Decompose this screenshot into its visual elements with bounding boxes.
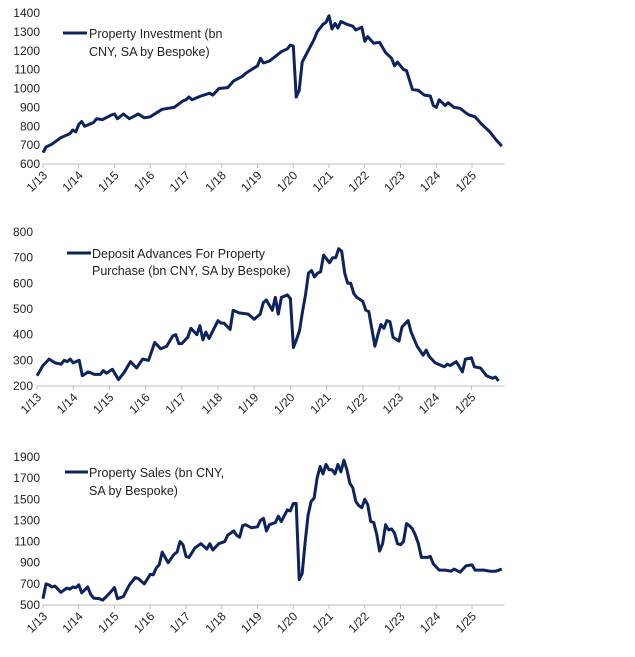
x-tick-label: 1/17 <box>167 609 194 636</box>
x-tick-label: 1/20 <box>271 390 298 417</box>
y-tick-label: 800 <box>20 119 40 133</box>
x-tick-label: 1/25 <box>453 609 480 636</box>
y-tick-label: 1100 <box>14 63 40 77</box>
legend-label: Deposit Advances For Property <box>92 247 266 261</box>
x-tick-label: 1/13 <box>24 168 51 195</box>
y-tick-label: 500 <box>13 302 33 316</box>
x-tick-label: 1/22 <box>345 609 372 636</box>
series-line <box>41 14 503 154</box>
legend-label: SA by Bespoke) <box>89 484 178 498</box>
x-tick-label: 1/19 <box>238 609 265 636</box>
x-tick-label: 1/14 <box>54 390 81 417</box>
x-tick-label: 1/24 <box>416 390 443 417</box>
x-tick-label: 1/22 <box>344 390 371 417</box>
y-tick-label: 1500 <box>13 492 40 506</box>
y-tick-label: 1300 <box>13 513 40 527</box>
y-tick-label: 600 <box>13 276 33 290</box>
y-tick-label: 600 <box>20 157 40 171</box>
x-tick-label: 1/24 <box>417 168 444 195</box>
x-tick-label: 1/13 <box>18 390 45 417</box>
x-tick-label: 1/23 <box>380 390 407 417</box>
y-tick-label: 400 <box>13 328 33 342</box>
legend-label: Property Sales (bn CNY, <box>89 466 224 480</box>
legend-label: Purchase (bn CNY, SA by Bespoke) <box>92 264 291 278</box>
legend-label: Property Investment (bn <box>89 27 222 41</box>
legend: Deposit Advances For Property Purchase (b… <box>67 247 291 278</box>
y-tick-label: 800 <box>13 225 33 239</box>
x-tick-label: 1/16 <box>131 609 158 636</box>
x-tick-label: 1/17 <box>163 390 190 417</box>
x-tick-label: 1/18 <box>199 390 226 417</box>
x-tick-label: 1/16 <box>126 390 153 417</box>
x-tick-label: 1/24 <box>417 609 444 636</box>
y-tick-label: 1200 <box>13 44 40 58</box>
series-line <box>41 458 503 602</box>
x-tick-label: 1/14 <box>59 168 86 195</box>
series-line <box>35 247 500 382</box>
x-tick-label: 1/15 <box>95 168 122 195</box>
x-tick-label: 1/20 <box>274 168 301 195</box>
x-tick-label: 1/25 <box>453 168 480 195</box>
x-tick-label: 1/25 <box>452 390 479 417</box>
x-tick-label: 1/18 <box>202 609 229 636</box>
y-tick-label: 300 <box>13 353 33 367</box>
y-tick-label: 1000 <box>13 82 40 96</box>
x-tick-label: 1/23 <box>381 168 408 195</box>
x-tick-label: 1/13 <box>24 609 51 636</box>
x-tick-label: 1/21 <box>310 609 337 636</box>
chart-panel-1: 600 700 800 900 1000 1100 1200 1300 1400 1/13 1/14… <box>13 6 505 195</box>
y-tick-label: 900 <box>20 556 40 570</box>
chart-panel-2: 200 300 400 500 600 700 800 1/13 1/14 1/15 1/16 1/1… <box>13 225 505 417</box>
x-tick-label: 1/14 <box>59 609 86 636</box>
x-tick-label: 1/19 <box>238 168 265 195</box>
x-tick-label: 1/15 <box>90 390 117 417</box>
y-tick-label: 700 <box>20 577 40 591</box>
x-tick-label: 1/17 <box>167 168 194 195</box>
y-tick-label: 1400 <box>13 6 40 20</box>
x-tick-label: 1/18 <box>202 168 229 195</box>
x-tick-label: 1/21 <box>307 390 334 417</box>
y-tick-label: 1300 <box>13 25 40 39</box>
x-tick-label: 1/22 <box>345 168 372 195</box>
y-tick-label: 1700 <box>13 471 40 485</box>
x-tick-label: 1/21 <box>310 168 337 195</box>
legend: Property Investment (bn CNY, SA by Bespok… <box>63 27 222 59</box>
y-tick-label: 700 <box>20 138 40 152</box>
x-tick-label: 1/20 <box>274 609 301 636</box>
y-tick-label: 900 <box>20 100 40 114</box>
legend-label: CNY, SA by Bespoke) <box>89 45 210 59</box>
y-tick-label: 1900 <box>13 450 40 464</box>
y-tick-label: 1100 <box>14 535 40 549</box>
x-tick-label: 1/23 <box>381 609 408 636</box>
x-tick-label: 1/15 <box>95 609 122 636</box>
x-tick-label: 1/16 <box>131 168 158 195</box>
x-tick-label: 1/19 <box>235 390 262 417</box>
chart-panel-3: 500 700 900 1100 1300 1500 1700 1900 1/13 1/14 1/1… <box>13 450 505 636</box>
y-tick-label: 500 <box>20 598 40 612</box>
y-tick-label: 200 <box>13 379 33 393</box>
y-tick-label: 700 <box>13 251 33 265</box>
legend: Property Sales (bn CNY, SA by Bespoke) <box>65 466 224 498</box>
